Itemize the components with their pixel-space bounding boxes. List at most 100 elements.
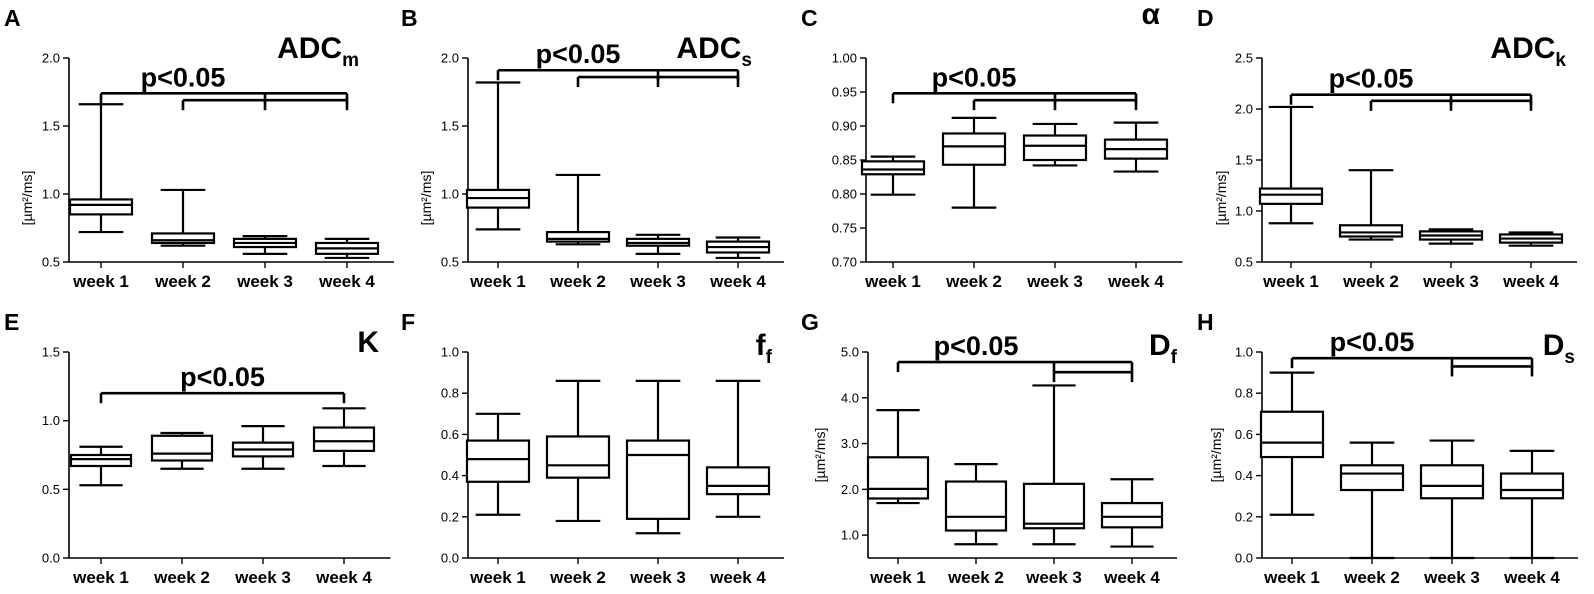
panel-f-x-tick-label: week 3 [629,568,686,587]
panel-b-box-3 [625,233,691,255]
panel-f-y-tick-label: 0.2 [441,509,459,524]
panel-f-box-3 [625,379,691,535]
panel-g: G Df [µm²/ms] [801,309,1178,482]
panel-d-box-2 [1338,169,1404,241]
panel-g-p-value: p<0.05 [934,331,1019,361]
panel-h-y-tick-label: 0.2 [1235,509,1253,524]
panel-f-x-tick-label: week 1 [469,568,526,587]
panel-h-y-tick-label: 0.0 [1235,551,1253,566]
panel-c-significance-bracket: p<0.05 [891,62,1138,104]
panel-e-label: E [4,309,19,335]
box-iqr [68,198,134,216]
panel-f-box-2 [545,379,611,523]
panel-a-x-tick-label: week 3 [236,272,293,291]
panel-d-box-3 [1418,228,1484,245]
panel-b-title: ADCs [676,32,752,71]
panel-f-label: F [401,309,415,335]
panel-d-y-tick-label: 0.5 [1235,255,1253,270]
panel-f-box-1 [465,412,531,516]
panel-e-title: K [357,326,379,359]
panel-b-label: B [401,5,418,31]
panel-h-y-tick-label: 0.6 [1235,427,1253,442]
panel-f-y-tick-label: 0.8 [441,386,459,401]
panel-c-y-tick-label: 0.90 [832,119,857,134]
panel-g-box-1 [866,409,930,505]
panel-d-significance-bracket [1369,99,1533,111]
panel-g-y-tick-label: 5.0 [841,345,859,360]
panel-b-x-tick-label: week 1 [469,272,526,291]
panel-c-box-4 [1103,121,1169,173]
panel-g-x-tick-label: week 4 [1103,568,1160,587]
panel-b-significance-bracket: p<0.05 [496,39,740,81]
box-iqr [150,232,216,245]
panel-e-p-value: p<0.05 [180,362,265,392]
box-iqr [1419,464,1485,500]
panel-b-plot: 0.5 1.0 1.5 2.0 week 1 week 2 week 3 week 4 p<0.… [441,39,784,291]
panel-d-box-1 [1258,105,1324,225]
panel-c-y-tick-label: 1.00 [832,51,857,66]
panel-d-x-tick-label: week 4 [1502,272,1559,291]
panel-h-plot: 0.0 0.2 0.4 0.6 0.8 1.0 week 1 week 2 week 3 week… [1235,327,1578,587]
box-iqr [465,439,531,483]
panel-c-y-tick-label: 0.80 [832,187,857,202]
panel-a-y-tick-label: 2.0 [42,51,60,66]
panel-h-p-value: p<0.05 [1330,327,1415,357]
panel-f-x-tick-label: week 2 [549,568,606,587]
panel-g-y-axis-label: [µm²/ms] [812,428,828,483]
panel-a-box-1 [68,103,134,234]
panel-b-y-tick-label: 2.0 [441,51,459,66]
panel-e-x-tick-label: week 2 [153,568,210,587]
panel-a-label: A [4,5,21,31]
panel-c-y-tick-label: 0.70 [832,255,857,270]
panel-h-x-tick-label: week 2 [1343,568,1400,587]
panel-e-y-tick-label: 0.0 [42,551,60,566]
panel-h: H Ds [µm²/ms] [1197,309,1575,482]
panel-d-y-tick-label: 1.5 [1235,153,1253,168]
panel-h-title: Ds [1543,329,1575,368]
box-iqr [944,480,1008,532]
panel-h-significance-bracket: p<0.05 [1290,327,1534,369]
panel-d-title: ADCk [1490,32,1566,71]
panel-d-y-tick-label: 1.0 [1235,204,1253,219]
panel-g-x-tick-label: week 1 [869,568,926,587]
panel-c-x-tick-label: week 3 [1026,272,1083,291]
panel-f: F ff [401,309,773,368]
panel-c-x-tick-label: week 4 [1107,272,1164,291]
panel-b-box-4 [705,236,771,260]
panel-b-box-2 [545,173,611,246]
panel-d-significance-bracket: p<0.05 [1289,64,1533,105]
box-iqr [1259,410,1325,459]
panel-f-x-tick-label: week 4 [709,568,766,587]
panel-h-box-2 [1339,441,1405,560]
panel-g-box-2 [944,463,1008,546]
panel-c-box-1 [860,155,926,196]
panel-d-plot: 0.5 1.0 1.5 2.0 2.5 week 1 week 2 week 3 week 4 p… [1235,51,1577,291]
panel-g-y-tick-label: 4.0 [841,390,859,405]
panel-d-x-tick-label: week 3 [1422,272,1479,291]
panel-g-x-tick-label: week 2 [947,568,1004,587]
panel-c-x-tick-label: week 2 [945,272,1002,291]
panel-a-box-2 [150,188,216,247]
panel-c-label: C [801,5,818,31]
panel-g-label: G [801,309,819,335]
panel-h-y-tick-label: 1.0 [1235,345,1253,360]
panel-c-plot: 0.70 0.75 0.80 0.85 0.90 0.95 1.00 week 1 week 2… [832,51,1183,291]
panel-e-box-4 [312,407,376,468]
panel-b-x-tick-label: week 2 [549,272,606,291]
panel-e-y-tick-label: 0.5 [42,482,60,497]
box-iqr [545,435,611,479]
panel-b-x-tick-label: week 4 [709,272,766,291]
panel-e-significance-bracket: p<0.05 [99,362,346,404]
panel-b-y-axis-label: [µm²/ms] [418,171,434,226]
panel-e-y-tick-label: 1.0 [42,413,60,428]
panel-a-y-tick-label: 1.0 [42,187,60,202]
box-iqr [1338,224,1404,238]
panel-e-x-tick-label: week 1 [72,568,129,587]
panel-d-y-tick-label: 2.5 [1235,51,1253,66]
panel-h-box-1 [1259,371,1325,516]
panel-g-box-3 [1022,384,1086,546]
box-iqr [1339,464,1405,492]
panel-a-x-tick-label: week 1 [72,272,129,291]
panel-d-x-tick-label: week 2 [1342,272,1399,291]
panel-a-significance-bracket [181,98,349,111]
